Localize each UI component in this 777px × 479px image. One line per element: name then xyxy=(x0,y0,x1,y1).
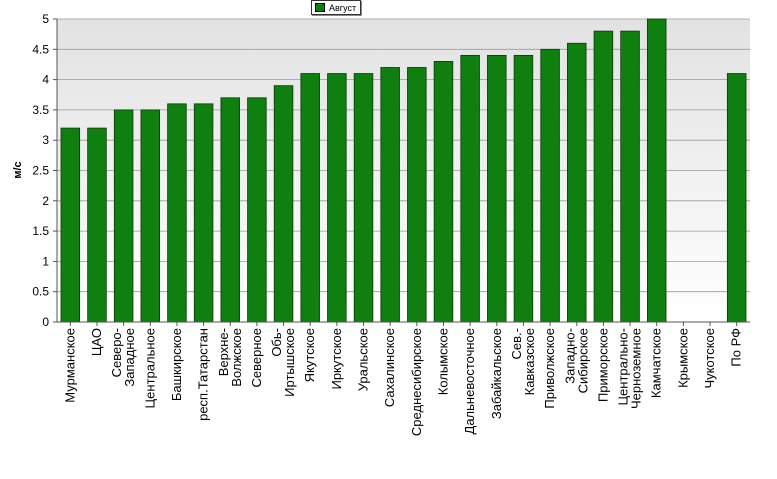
x-tick-label: Западно- xyxy=(562,328,577,384)
legend-swatch xyxy=(315,3,325,12)
bar xyxy=(433,61,454,323)
bar xyxy=(167,103,187,323)
y-tick-label: 1.5 xyxy=(32,224,49,238)
x-tick-label: Уральское xyxy=(356,328,371,391)
x-tick-label: Кавказское xyxy=(522,328,537,395)
x-tick-label: ЦАО xyxy=(89,328,104,356)
bar xyxy=(487,54,507,323)
x-tick-label: Приволжское xyxy=(542,328,557,409)
y-tick-label: 3.5 xyxy=(32,103,49,117)
bar xyxy=(646,18,667,323)
bar xyxy=(113,109,134,323)
x-tick-label: Забайкальское xyxy=(489,328,504,419)
bar xyxy=(726,73,747,323)
y-tick-label: 0.5 xyxy=(32,285,49,299)
x-tick-label: Черноземное xyxy=(629,328,644,409)
bar xyxy=(60,127,81,323)
x-axis-ticks: Мурманское ЦАО Северо-Западное Центральное Б… xyxy=(62,322,744,436)
x-tick-label: Сибирское xyxy=(575,328,590,393)
x-tick-label: По РФ xyxy=(729,328,744,367)
y-tick-label: 2 xyxy=(42,194,49,208)
bar xyxy=(593,30,614,323)
bar xyxy=(540,48,560,323)
y-tick-label: 4.5 xyxy=(32,42,49,56)
x-tick-label: Чукотское xyxy=(702,328,717,389)
x-tick-label: Волжское xyxy=(229,328,244,387)
bar xyxy=(273,85,294,323)
y-tick-label: 1 xyxy=(42,254,49,268)
x-tick-label: Сев.- xyxy=(509,328,524,359)
x-tick-label: Сахалинское xyxy=(382,328,397,407)
bar xyxy=(460,54,480,323)
x-tick-label: Центрально- xyxy=(616,328,631,406)
x-tick-label: Якутское xyxy=(302,328,317,382)
y-tick-label: 5 xyxy=(42,12,49,26)
x-tick-label: Западное xyxy=(122,328,137,387)
bar xyxy=(353,73,374,323)
y-tick-label: 0 xyxy=(42,315,49,329)
bar xyxy=(513,54,534,323)
bar xyxy=(87,127,107,323)
y-tick-label: 4 xyxy=(42,73,49,87)
bar xyxy=(140,109,161,323)
bar xyxy=(193,103,214,323)
y-axis-label: м/с xyxy=(12,161,24,178)
legend: Август xyxy=(311,0,362,15)
x-tick-label: Обь- xyxy=(269,328,284,357)
x-tick-label: Среднесибирское xyxy=(409,328,424,436)
bar xyxy=(620,30,640,323)
x-tick-label: респ.Татарстан xyxy=(196,328,211,421)
bar xyxy=(327,73,347,323)
x-tick-label: Колымское xyxy=(435,328,450,395)
x-tick-label: Иртышское xyxy=(282,328,297,397)
y-tick-label: 3 xyxy=(42,133,49,147)
bar xyxy=(407,67,427,323)
x-tick-label: Башкирское xyxy=(169,328,184,401)
bar xyxy=(247,97,267,323)
x-tick-label: Мурманское xyxy=(62,328,77,403)
x-tick-label: Северное xyxy=(249,328,264,387)
x-tick-label: Приморское xyxy=(595,328,610,402)
x-tick-label: Верхне- xyxy=(216,328,231,376)
bar xyxy=(567,42,587,323)
bars xyxy=(60,18,747,323)
y-axis-ticks: 0 0.5 1 1.5 2 2.5 3 3.5 4 4.5 5 xyxy=(32,12,57,329)
x-tick-label: Центральное xyxy=(142,328,157,408)
x-tick-label: Крымское xyxy=(675,328,690,388)
x-tick-label: Дальневосточное xyxy=(462,328,477,434)
bar xyxy=(300,73,320,323)
legend-label: Август xyxy=(329,2,357,13)
x-tick-label: Камчатское xyxy=(649,328,664,398)
x-tick-label: Иркутское xyxy=(329,328,344,390)
bar xyxy=(220,97,240,323)
bar xyxy=(380,67,400,323)
y-tick-label: 2.5 xyxy=(32,164,49,178)
x-tick-label: Северо- xyxy=(109,328,124,377)
